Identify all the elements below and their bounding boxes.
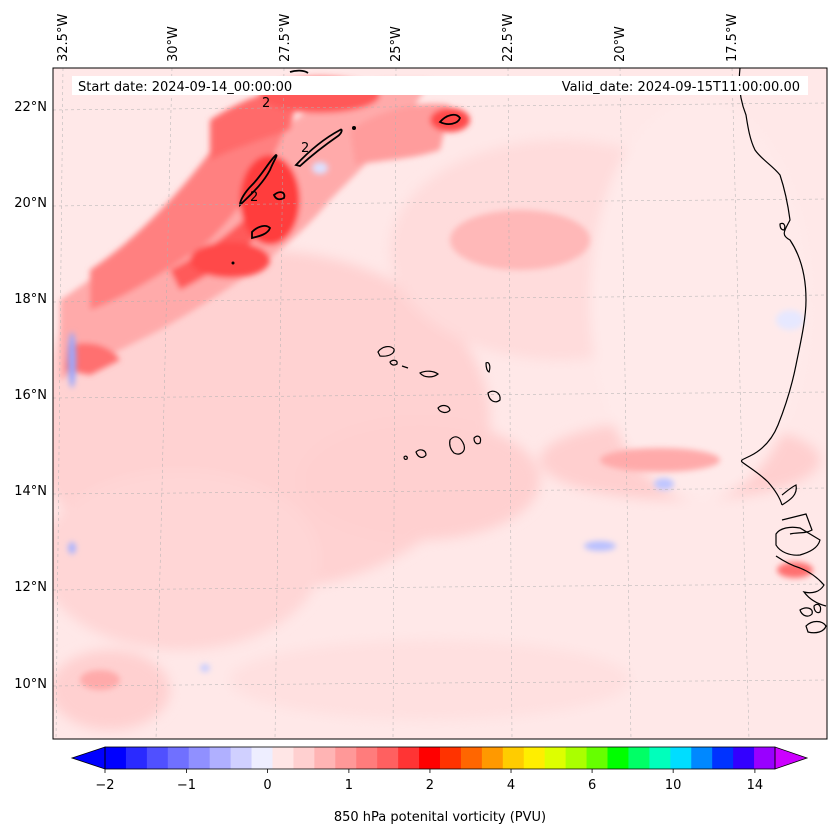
graticule (53, 68, 827, 739)
colorbar-cell (649, 747, 671, 769)
lon-label-22-5w: 22.5°W (501, 14, 516, 62)
colorbar-cell (419, 747, 441, 769)
colorbar-cell (754, 747, 776, 769)
colorbar-cell (251, 747, 273, 769)
lat-label-14n: 14°N (14, 484, 47, 499)
pv-2-contours (231, 69, 461, 265)
colorbar-cell (586, 747, 608, 769)
lat-label-18n: 18°N (14, 292, 47, 307)
colorbar-cell (146, 747, 169, 769)
colorbar: −2 −1 0 1 2 4 6 10 14 850 hPa potenital vorticit… (70, 746, 809, 825)
colorbar-tick-label: 6 (588, 778, 596, 793)
colorbar-over-arrow (774, 746, 809, 770)
lon-label-32-5w: 32.5°W (56, 14, 71, 62)
lat-label-10n: 10°N (14, 677, 47, 692)
colorbar-cell (691, 747, 713, 769)
latitude-labels: 22°N 20°N 18°N 16°N 14°N 12°N 10°N (14, 100, 47, 692)
colorbar-tick-label: −2 (95, 778, 114, 793)
colorbar-cell (167, 747, 190, 769)
lat-label-20n: 20°N (14, 196, 47, 211)
colorbar-tick-label: 2 (426, 778, 434, 793)
colorbar-cell (377, 747, 399, 769)
start-date-text: Start date: 2024-09-14_00:00:00 (78, 80, 292, 95)
colorbar-cell (628, 747, 650, 769)
colorbar-cell (481, 747, 504, 769)
colorbar-cell (209, 747, 232, 769)
lat-label-12n: 12°N (14, 580, 47, 595)
colorbar-cell (607, 747, 629, 769)
colorbar-cell (544, 747, 567, 769)
lon-label-20w: 20°W (613, 26, 628, 62)
colorbar-ticks: −2 −1 0 1 2 4 6 10 14 (95, 769, 763, 793)
colorbar-cell (523, 747, 546, 769)
colorbar-cell (712, 747, 734, 769)
africa-coastline (738, 68, 827, 634)
colorbar-frame (104, 746, 776, 770)
lat-label-16n: 16°N (14, 388, 47, 403)
pv-field-light (53, 100, 820, 730)
colorbar-cell (125, 747, 148, 769)
colorbar-cell (440, 747, 462, 769)
contour-label-1: 2 (262, 96, 270, 111)
colorbar-cell (356, 747, 378, 769)
colorbar-tick-label: 10 (665, 778, 682, 793)
longitude-labels: 32.5°W 30°W 27.5°W 25°W 22.5°W 20°W 17.5… (56, 14, 740, 62)
date-header-bar (72, 76, 808, 95)
colorbar-cell (502, 747, 525, 769)
pv-field-blue (68, 162, 804, 672)
colorbar-tick-label: 14 (747, 778, 764, 793)
colorbar-cell (105, 747, 127, 769)
colorbar-tick-label: −1 (177, 778, 196, 793)
lon-label-30w: 30°W (166, 26, 181, 62)
map-panel: 2 2 2 (53, 68, 827, 739)
colorbar-cell (733, 747, 755, 769)
lat-label-22n: 22°N (14, 100, 47, 115)
colorbar-cell (565, 747, 588, 769)
lon-label-25w: 25°W (389, 26, 404, 62)
colorbar-cell (335, 747, 357, 769)
colorbar-cell (460, 747, 483, 769)
colorbar-label: 850 hPa potenital vorticity (PVU) (334, 810, 546, 825)
map-frame (52, 67, 828, 740)
colorbar-cells (105, 747, 776, 769)
colorbar-cell (272, 747, 294, 769)
colorbar-cell (188, 747, 211, 769)
colorbar-cell (230, 747, 253, 769)
colorbar-tick-label: 1 (345, 778, 353, 793)
colorbar-tick-label: 4 (507, 778, 515, 793)
valid-date-text: Valid_date: 2024-09-15T11:00:00.00 (562, 80, 800, 95)
colorbar-cell (293, 747, 315, 769)
contour-label-2: 2 (301, 141, 309, 156)
pv-field-medium (60, 77, 813, 690)
colorbar-cell (670, 747, 692, 769)
colorbar-tick-label: 0 (263, 778, 271, 793)
contour-label-3: 2 (250, 190, 258, 205)
lon-label-27-5w: 27.5°W (278, 14, 293, 62)
colorbar-cell (398, 747, 420, 769)
colorbar-under-arrow (70, 746, 106, 770)
colorbar-cell (314, 747, 336, 769)
cape-verde-islands (377, 346, 501, 460)
lon-label-17-5w: 17.5°W (725, 14, 740, 62)
